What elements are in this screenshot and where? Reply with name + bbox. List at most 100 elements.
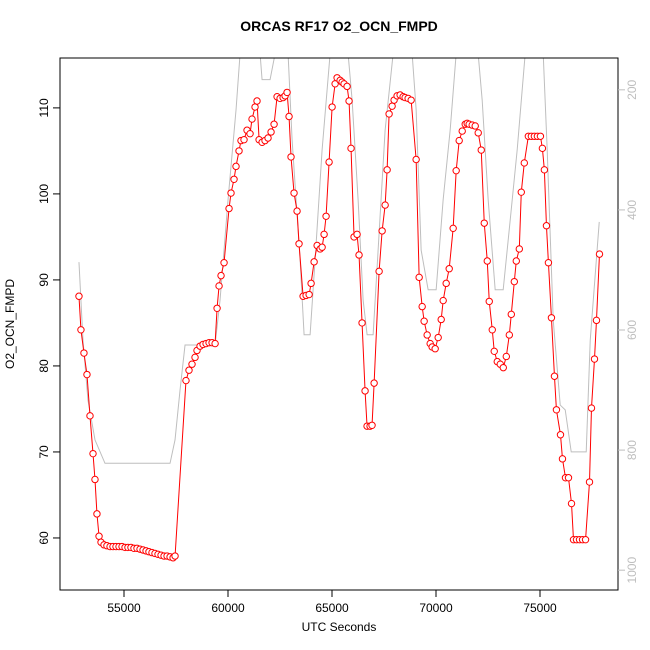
data-point: [550, 372, 559, 380]
data-point: [171, 552, 179, 560]
data-point: [290, 189, 298, 197]
data-point: [439, 296, 447, 305]
data-point: [590, 355, 599, 363]
data-point: [592, 316, 601, 325]
data-point: [383, 166, 391, 174]
data-point: [230, 175, 238, 183]
y-tick-label: 110: [37, 98, 51, 117]
data-point: [458, 127, 466, 135]
x-tick-label: 60000: [211, 601, 245, 615]
data-point: [510, 277, 519, 286]
data-point: [75, 292, 83, 300]
data-point: [211, 339, 219, 348]
chart-title: ORCAS RF17 O2_OCN_FMPD: [240, 18, 438, 34]
data-point: [515, 245, 524, 253]
data-point: [285, 112, 293, 121]
data-point: [283, 88, 291, 97]
data-point: [185, 366, 193, 374]
data-point: [191, 353, 199, 362]
data-point: [407, 96, 415, 104]
data-point: [542, 222, 551, 230]
data-point: [361, 387, 369, 395]
data-point: [378, 227, 386, 235]
data-point: [322, 212, 330, 220]
data-point: [437, 315, 445, 324]
data-point: [490, 347, 498, 356]
x-tick-label: 55000: [107, 601, 141, 615]
data-point: [517, 188, 525, 196]
data-point: [505, 331, 514, 339]
y2-tick-label: 400: [625, 200, 639, 220]
x-tick-label: 75000: [523, 601, 557, 615]
data-point: [91, 475, 99, 484]
data-point: [558, 455, 567, 463]
data-point: [507, 310, 515, 319]
data-point: [375, 267, 383, 276]
y2-tick-label: 800: [625, 440, 639, 460]
x-tick-label: 70000: [419, 601, 453, 615]
data-point: [93, 510, 101, 518]
data-point: [225, 204, 233, 213]
data-point: [564, 474, 573, 482]
data-point: [264, 134, 272, 142]
data-point: [325, 158, 333, 166]
data-point: [227, 189, 235, 197]
data-point: [213, 304, 221, 313]
data-point: [235, 147, 243, 155]
data-point: [358, 319, 366, 327]
x-axis-title: UTC Seconds: [302, 620, 377, 634]
data-point: [423, 331, 431, 339]
data-point: [86, 412, 94, 420]
data-point: [80, 349, 88, 357]
data-point: [240, 136, 248, 144]
y2-tick-label: 1000: [625, 557, 639, 584]
x-tick-label: 65000: [315, 601, 349, 615]
data-point: [318, 243, 326, 251]
data-point: [471, 122, 479, 130]
data-point: [388, 102, 396, 110]
data-point: [215, 282, 223, 290]
y2-tick-label: 200: [625, 79, 639, 99]
plot-box: [59, 57, 619, 591]
data-point: [310, 258, 318, 266]
data-point: [253, 97, 261, 105]
data-point: [552, 406, 561, 414]
data-point: [587, 404, 596, 412]
data-point: [483, 257, 491, 265]
y-tick-label: 80: [37, 359, 51, 373]
data-point: [538, 144, 547, 153]
y-tick-label: 100: [37, 184, 51, 204]
data-point: [345, 97, 353, 105]
data-point: [217, 271, 225, 280]
data-point: [347, 144, 355, 153]
data-point: [567, 499, 576, 508]
data-point: [89, 449, 97, 458]
y-axis-title: O2_OCN_FMPD: [3, 279, 17, 369]
data-point: [267, 128, 275, 136]
data-point: [434, 333, 442, 342]
data-point: [182, 376, 190, 385]
plot-area: [75, 58, 604, 562]
data-point: [449, 224, 457, 233]
data-point: [220, 259, 228, 267]
data-point: [295, 240, 303, 248]
data-point: [536, 132, 545, 140]
data-point: [544, 259, 553, 267]
data-point: [248, 115, 256, 123]
data-point: [547, 314, 556, 322]
data-point: [305, 290, 313, 299]
data-point: [556, 431, 565, 439]
data-point: [412, 155, 420, 164]
data-point: [452, 166, 460, 175]
data-point: [270, 120, 278, 128]
data-point: [474, 129, 482, 137]
y2-tick-label: 600: [625, 320, 639, 340]
y-tick-label: 60: [37, 531, 51, 545]
data-point: [355, 251, 363, 259]
data-point: [381, 201, 389, 209]
data-point: [540, 166, 549, 174]
data-point: [83, 370, 91, 379]
data-point: [480, 219, 488, 227]
data-point: [415, 273, 423, 282]
